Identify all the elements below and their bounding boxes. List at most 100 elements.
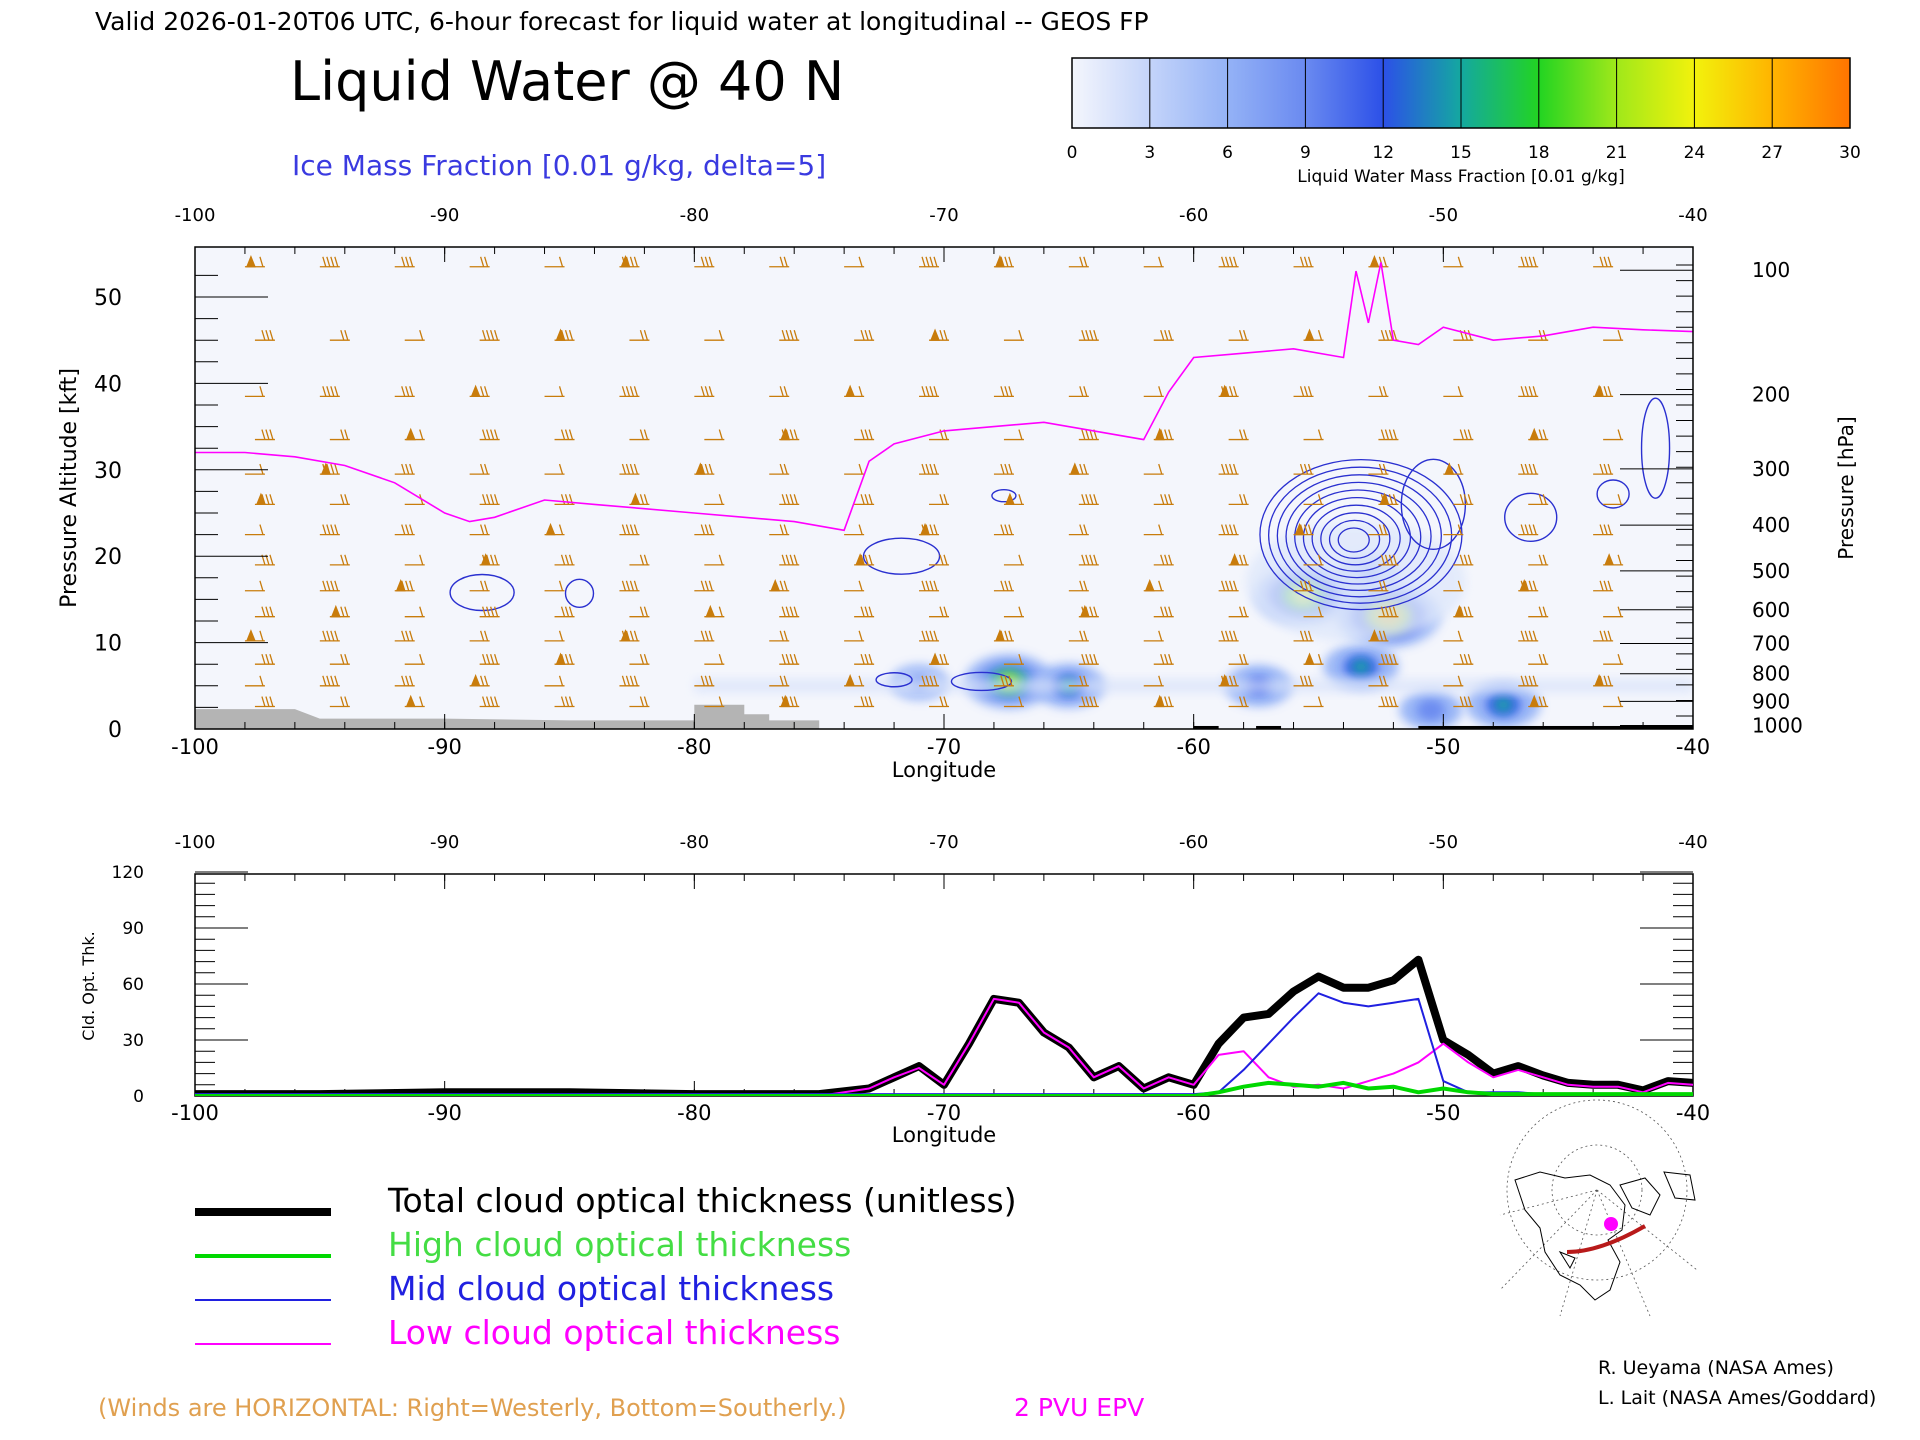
ice-contour — [862, 537, 941, 575]
wind-barb — [394, 524, 415, 536]
ice-contour — [1302, 496, 1412, 579]
wind-barb — [1368, 524, 1389, 536]
wind-barb — [554, 328, 575, 341]
wind-barb — [1068, 630, 1089, 642]
x-top-tick-label: -100 — [175, 205, 216, 226]
y-tick-label: 50 — [94, 286, 122, 311]
wind-barb — [1293, 386, 1314, 398]
colorbar: 0 3 6 9 12 15 18 21 24 27 30 Liquid Water Mass Fra… — [1067, 57, 1861, 187]
wind-barb — [1293, 630, 1314, 642]
y-axis-label: Pressure Altitude [kft] — [57, 368, 82, 608]
wind-barb — [1228, 429, 1249, 441]
wind-barb — [844, 463, 865, 475]
wind-barb — [704, 696, 725, 708]
wind-barb — [779, 330, 800, 341]
wind-barb — [1068, 580, 1089, 592]
wind-barb — [993, 675, 1014, 687]
wind-barb — [929, 554, 950, 566]
wind-barb — [769, 524, 790, 536]
wind-barb — [469, 630, 490, 642]
wind-barb — [404, 554, 425, 566]
wind-barb — [844, 256, 865, 268]
wind-barb — [1293, 463, 1314, 475]
wind-barb — [1603, 654, 1624, 665]
map-background — [1497, 1167, 1697, 1317]
wind-barb — [479, 330, 500, 341]
wind-barb — [479, 606, 500, 618]
wind-barb — [1603, 330, 1624, 341]
ice-contour — [1504, 492, 1558, 543]
pressure-tick-label: 400 — [1752, 513, 1790, 537]
wind-barb — [1143, 256, 1164, 268]
colorbar-tick-label: 30 — [1839, 143, 1861, 163]
wind-barb — [619, 580, 640, 592]
wind-barb — [1443, 630, 1464, 642]
wind-barb — [254, 330, 275, 341]
wind-barb — [1303, 328, 1324, 341]
wind-barb — [1593, 580, 1614, 592]
wind-barb — [329, 494, 350, 506]
ice-mass-contours — [449, 397, 1671, 692]
wind-barb — [1603, 553, 1624, 566]
x-tick-label: -50 — [1426, 735, 1460, 759]
wind-barb — [1143, 524, 1164, 536]
wind-barb — [929, 696, 950, 708]
x-tick-label: -100 — [171, 735, 219, 759]
wind-barb — [329, 604, 350, 618]
wind-barb — [1293, 675, 1314, 687]
x-top-tick-label: -80 — [680, 205, 709, 226]
wind-barb — [1453, 554, 1474, 566]
wind-barb — [1528, 494, 1549, 506]
ice-contour — [564, 578, 595, 609]
wind-barb — [769, 386, 790, 398]
wind-barb — [844, 384, 865, 398]
bottom-y-tick-label: 90 — [122, 919, 144, 939]
wind-barb — [1303, 652, 1324, 665]
ice-contour — [1276, 474, 1442, 598]
pressure-tick-label: 500 — [1752, 559, 1790, 583]
wind-barb — [929, 328, 950, 341]
wind-barb — [1003, 606, 1024, 618]
bottom-x-top-tick-label: -80 — [680, 832, 709, 853]
top-panel-axes: -100 -100 -90 -90 -80 -80 -70 -70 -60 -60 -50 -50 -4… — [94, 205, 1803, 759]
terrain — [195, 704, 1693, 729]
x-top-tick-label: -90 — [430, 205, 459, 226]
cross-section-track — [1566, 1224, 1647, 1254]
colorbar-tick-label: 0 — [1067, 143, 1078, 163]
bottom-x-top-tick-label: -40 — [1678, 832, 1707, 853]
wind-barb — [1518, 675, 1539, 687]
colorbar-tick-label: 6 — [1222, 143, 1233, 163]
subtitle: Ice Mass Fraction [0.01 g/kg, delta=5] — [292, 149, 826, 182]
wind-barb — [1603, 606, 1624, 618]
ice-contour — [875, 672, 913, 688]
wind-barb — [319, 256, 340, 268]
wind-barb — [1593, 524, 1614, 536]
y-tick-label: 10 — [94, 632, 122, 657]
wind-barb — [919, 580, 940, 592]
wind-barb — [1518, 463, 1539, 475]
wind-barb — [1528, 606, 1549, 618]
wind-barb — [404, 427, 425, 441]
wind-barb — [1068, 386, 1089, 398]
wind-barb — [929, 606, 950, 618]
wind-barb — [254, 492, 275, 506]
bottom-x-tick-label: -50 — [1426, 1101, 1460, 1125]
wind-barb — [1443, 524, 1464, 536]
wind-barb — [1218, 580, 1239, 592]
ice-contour — [1320, 512, 1391, 566]
wind-barb — [919, 675, 940, 687]
epv-2pvu-line — [195, 262, 1693, 532]
y-tick-label: 0 — [108, 718, 122, 743]
wind-barb — [469, 524, 490, 536]
wind-barb — [544, 675, 565, 687]
wind-barb — [769, 256, 790, 268]
wind-barb — [329, 696, 350, 708]
top-title: Valid 2026-01-20T06 UTC, 6-hour forecast… — [95, 7, 1149, 36]
wind-barb — [1518, 524, 1539, 536]
wind-barb — [769, 675, 790, 687]
bottom-x-axis-label: Longitude — [892, 1123, 996, 1147]
wind-barb — [1303, 429, 1324, 441]
wind-barb — [1453, 696, 1474, 708]
liquid-water-blob — [1422, 703, 1439, 717]
location-map — [1497, 1099, 1698, 1317]
